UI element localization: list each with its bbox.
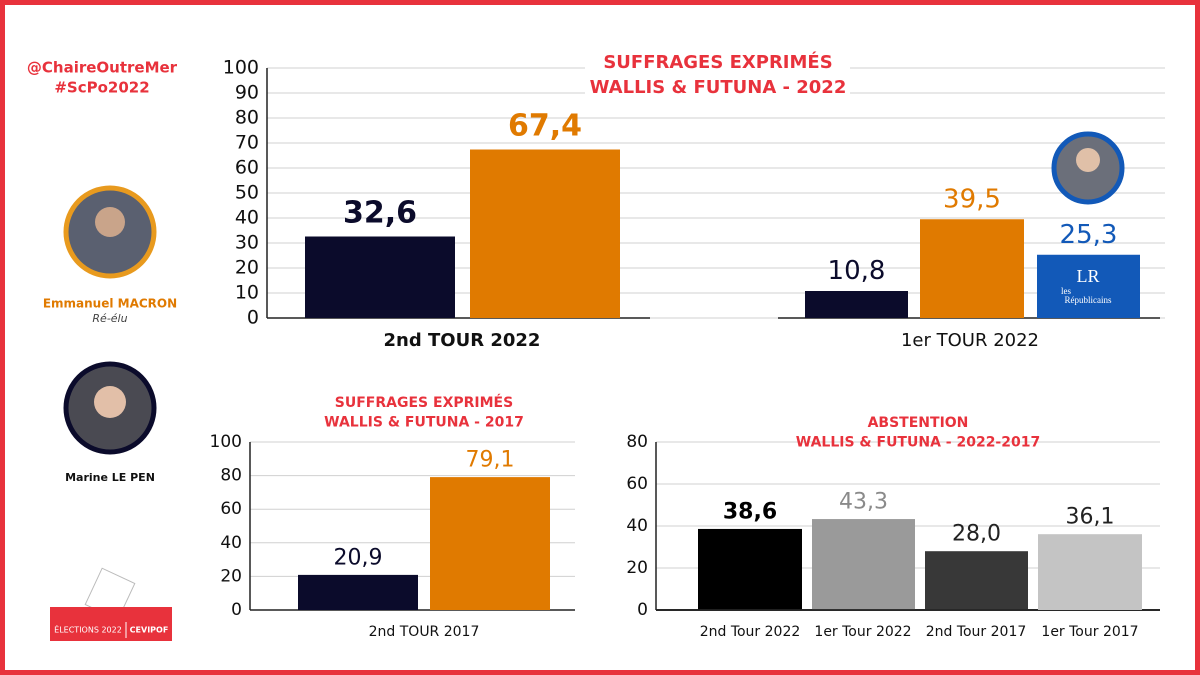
y-tick-label: 60: [220, 499, 242, 519]
y-tick-label: 100: [210, 432, 242, 452]
y-tick-label: 20: [626, 558, 648, 578]
y-tick-label: 40: [626, 516, 648, 536]
hashtag: #ScPo2022: [54, 79, 149, 97]
chart-subtitle: WALLIS & FUTUNA - 2022: [590, 77, 847, 98]
value-label: 36,1: [1066, 505, 1115, 530]
value-label: 25,3: [1060, 220, 1118, 250]
bar: [298, 574, 418, 610]
group-label: 2nd Tour 2022: [700, 624, 801, 640]
y-tick-label: 20: [220, 566, 242, 586]
value-label: 32,6: [343, 196, 417, 231]
y-tick-label: 40: [235, 207, 259, 229]
value-label: 43,3: [839, 490, 888, 515]
y-tick-label: 40: [220, 533, 242, 553]
candidate-name: Emmanuel MACRON: [43, 297, 177, 311]
value-label: 67,4: [508, 109, 582, 144]
y-tick-label: 50: [235, 182, 259, 204]
bar: [920, 219, 1024, 318]
y-tick-label: 20: [235, 257, 259, 279]
value-label: 38,6: [723, 499, 777, 524]
bar: [698, 528, 802, 610]
group-label: 1er Tour 2017: [1041, 624, 1138, 640]
y-tick-label: 70: [235, 132, 259, 154]
y-tick-label: 0: [637, 600, 648, 620]
y-tick-label: 60: [235, 157, 259, 179]
photo-face: [95, 207, 125, 237]
value-label: 28,0: [952, 522, 1001, 547]
bar: [430, 477, 550, 610]
y-tick-label: 80: [235, 107, 259, 129]
group-label: 1er TOUR 2022: [901, 330, 1039, 351]
bar: [305, 236, 455, 318]
logo-box: [50, 607, 172, 641]
y-tick-label: 10: [235, 282, 259, 304]
candidate-name: Marine LE PEN: [65, 471, 155, 484]
charts: 0 10 20 30 40 50 60 70 80 90 100 SUFFRAGES EXPRIMÉS…: [210, 50, 1165, 640]
bar: [805, 291, 908, 318]
photo-face: [94, 386, 126, 418]
value-label: 39,5: [943, 184, 1001, 214]
chart-title: SUFFRAGES EXPRIMÉS: [335, 394, 513, 411]
bar: [1037, 254, 1140, 318]
bar: [812, 519, 915, 610]
value-label: 10,8: [828, 256, 886, 286]
photo-face: [1076, 148, 1100, 172]
chart-subtitle: WALLIS & FUTUNA - 2017: [324, 415, 524, 431]
group-label: 1er Tour 2022: [814, 624, 911, 640]
group-label: 2nd TOUR 2022: [384, 330, 541, 351]
y-tick-label: 80: [220, 466, 242, 486]
party-mark: LR: [1076, 266, 1099, 286]
bar: [470, 149, 620, 318]
bar: [1038, 534, 1142, 610]
bar: [925, 551, 1028, 610]
party-text: les: [1061, 286, 1071, 296]
chart-subtitle: WALLIS & FUTUNA - 2022-2017: [796, 435, 1040, 451]
logo-text: ÉLECTIONS 2022: [54, 624, 122, 635]
group-label: 2nd Tour 2017: [926, 624, 1027, 640]
title-background: [585, 50, 850, 102]
value-label: 79,1: [466, 448, 515, 473]
y-tick-label: 0: [247, 307, 259, 329]
chart-title: ABSTENTION: [868, 415, 969, 431]
y-tick-label: 60: [626, 474, 648, 494]
y-tick-label: 0: [231, 600, 242, 620]
logo-text: CEVIPOF: [130, 626, 169, 635]
y-tick-label: 30: [235, 232, 259, 254]
handle: @ChaireOutreMer: [27, 59, 178, 77]
value-label: 20,9: [334, 545, 383, 570]
chart-title: SUFFRAGES EXPRIMÉS: [603, 51, 832, 73]
y-tick-label: 80: [626, 432, 648, 452]
party-text: Républicains: [1065, 295, 1112, 305]
y-tick-label: 90: [235, 82, 259, 104]
y-tick-label: 100: [223, 57, 259, 79]
candidate-note: Ré-élu: [92, 312, 127, 325]
group-label: 2nd TOUR 2017: [369, 624, 480, 640]
